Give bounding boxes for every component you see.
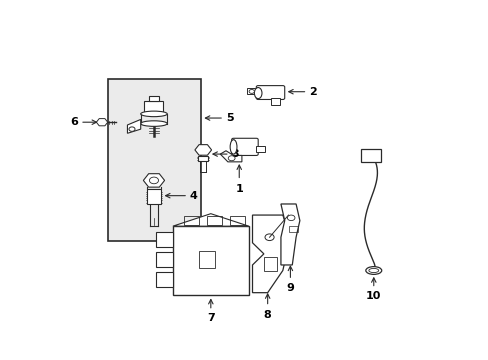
Text: 3: 3 xyxy=(231,149,239,159)
Bar xyxy=(255,146,264,152)
Text: 1: 1 xyxy=(235,184,243,194)
Ellipse shape xyxy=(230,140,237,154)
Polygon shape xyxy=(280,204,299,265)
Polygon shape xyxy=(173,214,248,226)
Circle shape xyxy=(129,127,135,131)
Bar xyxy=(147,189,161,204)
Bar xyxy=(229,216,244,225)
Text: 10: 10 xyxy=(366,291,381,301)
Circle shape xyxy=(149,177,158,184)
Circle shape xyxy=(248,90,254,93)
Bar xyxy=(108,79,201,242)
Circle shape xyxy=(228,156,235,161)
Bar xyxy=(264,257,277,270)
Circle shape xyxy=(287,215,294,221)
Text: 4: 4 xyxy=(189,191,198,201)
Bar xyxy=(156,272,173,287)
FancyBboxPatch shape xyxy=(256,86,284,99)
Bar xyxy=(198,156,208,161)
Bar xyxy=(206,216,222,225)
Bar xyxy=(173,226,248,296)
Bar xyxy=(360,149,381,162)
Polygon shape xyxy=(127,120,141,133)
Bar xyxy=(149,96,158,102)
FancyBboxPatch shape xyxy=(231,138,258,156)
Polygon shape xyxy=(252,215,290,293)
Ellipse shape xyxy=(141,121,167,126)
Bar xyxy=(184,216,199,225)
Bar xyxy=(288,226,297,232)
Text: 9: 9 xyxy=(286,283,294,293)
Text: 6: 6 xyxy=(70,117,78,127)
Ellipse shape xyxy=(365,267,381,274)
Bar xyxy=(144,102,163,112)
Bar xyxy=(246,87,258,94)
Ellipse shape xyxy=(254,87,262,99)
Bar xyxy=(156,232,173,247)
Bar xyxy=(199,251,214,268)
Polygon shape xyxy=(220,151,242,162)
Bar xyxy=(270,98,279,105)
Text: 8: 8 xyxy=(263,310,271,320)
Text: 7: 7 xyxy=(206,314,214,324)
Text: 5: 5 xyxy=(225,113,233,123)
Ellipse shape xyxy=(141,111,167,117)
Bar xyxy=(156,252,173,267)
Text: 2: 2 xyxy=(309,87,316,97)
